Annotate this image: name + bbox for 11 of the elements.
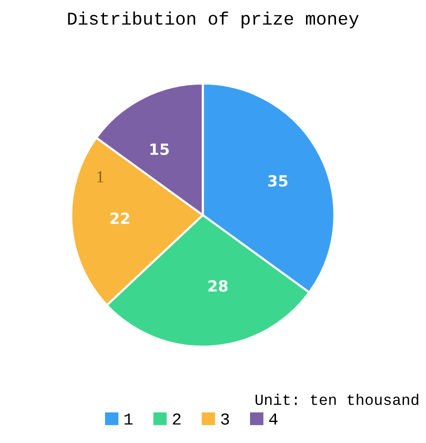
- data-label: 35: [268, 175, 288, 187]
- data-label: 22: [110, 212, 130, 224]
- chart-title: Distribution of prize money: [68, 12, 359, 28]
- legend-label: 2: [172, 413, 181, 425]
- data-label: 15: [150, 144, 169, 156]
- legend-label: 3: [221, 413, 229, 425]
- text: 1: [97, 171, 104, 182]
- legend-label: 1: [124, 414, 133, 425]
- data-label: 28: [208, 280, 228, 292]
- text: Unit: ten thousand: [256, 394, 418, 406]
- legend-label: 4: [269, 414, 278, 425]
